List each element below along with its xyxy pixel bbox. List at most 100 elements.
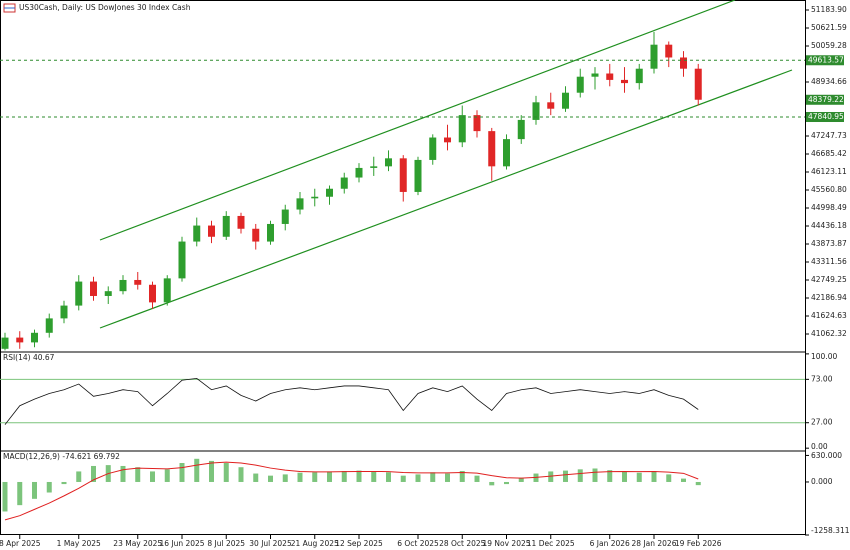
macd-bar — [681, 478, 686, 482]
y-tick-label: 45560.80 — [811, 185, 847, 194]
candle-body — [326, 188, 333, 197]
macd-bar — [91, 465, 96, 482]
y-tick-label: 44998.49 — [811, 203, 847, 212]
macd-bar — [327, 471, 332, 482]
x-tick-label: 28 Oct 2025 — [439, 539, 486, 548]
candle-body — [45, 318, 53, 333]
macd-bar — [135, 467, 141, 482]
price-label-bg — [806, 55, 844, 66]
y-tick-label: 50621.59 — [811, 23, 847, 32]
candle-body — [296, 198, 304, 210]
candle-body — [458, 115, 466, 143]
candle-body — [665, 44, 673, 58]
macd-bar — [223, 463, 229, 482]
chart-title: US30Cash, Daily: US DowJones 30 Index Ca… — [19, 3, 191, 12]
candle-body — [252, 228, 260, 242]
candle-body — [650, 44, 658, 69]
candle-body — [90, 281, 97, 296]
macd-title: MACD(12,26,9) -74.621 69.792 — [3, 452, 120, 461]
x-tick-label: 19 Feb 2026 — [675, 539, 722, 548]
candle-body — [31, 332, 38, 343]
macd-bar — [386, 472, 391, 482]
candle-body — [193, 225, 201, 242]
macd-bar — [651, 471, 657, 482]
macd-bar — [474, 475, 480, 482]
candle-body — [178, 241, 186, 279]
candle-body — [237, 215, 245, 229]
candle-body — [60, 305, 68, 319]
price-label-bg — [806, 94, 844, 105]
macd-bar — [577, 469, 583, 482]
y-tick-label: 48934.66 — [811, 77, 847, 86]
price-label: 47840.95 — [808, 112, 844, 121]
macd-bar — [312, 472, 318, 482]
macd-bar — [636, 472, 642, 482]
macd-bar — [430, 472, 436, 482]
macd-bar — [179, 463, 185, 482]
channel-upper — [99, 0, 736, 241]
candle-body — [562, 92, 569, 109]
macd-bar — [209, 460, 214, 482]
x-tick-label: 11 Dec 2025 — [527, 539, 575, 548]
candle-body — [532, 102, 540, 120]
y-tick-label: 630.000 — [811, 451, 842, 460]
macd-bar — [150, 471, 155, 482]
macd-bar — [489, 481, 495, 486]
macd-bar — [46, 481, 52, 493]
candle-body — [355, 167, 363, 178]
macd-bar — [356, 470, 362, 482]
candle-body — [163, 278, 171, 303]
candle-body — [414, 159, 422, 192]
candle-body — [134, 279, 142, 285]
macd-bar — [297, 472, 303, 482]
candle-body — [281, 209, 289, 224]
macd-bar — [695, 481, 701, 486]
macd-bar — [268, 475, 273, 482]
y-tick-label: 43873.87 — [811, 239, 847, 248]
macd-bar — [164, 469, 170, 482]
y-tick-label: 42749.25 — [811, 275, 847, 284]
y-tick-label: 43311.56 — [811, 257, 847, 266]
macd-bar — [518, 477, 524, 482]
rsi-title: RSI(14) 40.67 — [3, 353, 55, 362]
y-tick-label: 46123.11 — [811, 167, 847, 176]
rsi-line — [4, 377, 699, 425]
candle-body — [208, 225, 215, 237]
candle-body — [429, 137, 437, 160]
y-tick-label: 46685.42 — [811, 149, 847, 158]
macd-bar — [61, 481, 67, 485]
y-tick-label: 42186.94 — [811, 293, 847, 302]
candle-body — [576, 76, 584, 93]
x-tick-label: 19 Nov 2025 — [482, 539, 530, 548]
x-tick-label: 12 Sep 2025 — [335, 539, 383, 548]
frame — [0, 0, 806, 535]
price-label: 48379.22 — [808, 95, 844, 104]
candle-body — [399, 158, 407, 192]
x-tick-label: 8 Apr 2025 — [0, 539, 41, 548]
macd-bar — [607, 470, 613, 482]
y-tick-label: 41062.32 — [811, 329, 847, 338]
candle-body — [311, 196, 319, 199]
candle-body — [680, 57, 687, 69]
x-tick-label: 6 Oct 2025 — [397, 539, 439, 548]
y-tick-label: 100.00 — [811, 352, 837, 361]
macd-bar — [76, 471, 82, 482]
x-tick-label: 23 May 2025 — [113, 539, 162, 548]
candle-body — [635, 68, 643, 84]
macd-bar — [504, 481, 509, 485]
candle-body — [694, 68, 702, 100]
macd-bar — [341, 471, 347, 482]
candle-body — [488, 131, 496, 167]
candle-body — [104, 291, 112, 296]
candle-body — [606, 73, 614, 80]
candle-body — [621, 79, 628, 84]
macd-bar — [459, 471, 465, 482]
y-tick-label: 0.000 — [811, 477, 833, 486]
candle-body — [517, 119, 525, 140]
y-tick-label: -1258.311 — [811, 526, 850, 535]
y-tick-label: 47247.73 — [811, 131, 847, 140]
price-label-bg — [806, 112, 844, 123]
candle-body — [149, 284, 156, 303]
macd-bar — [563, 470, 568, 482]
